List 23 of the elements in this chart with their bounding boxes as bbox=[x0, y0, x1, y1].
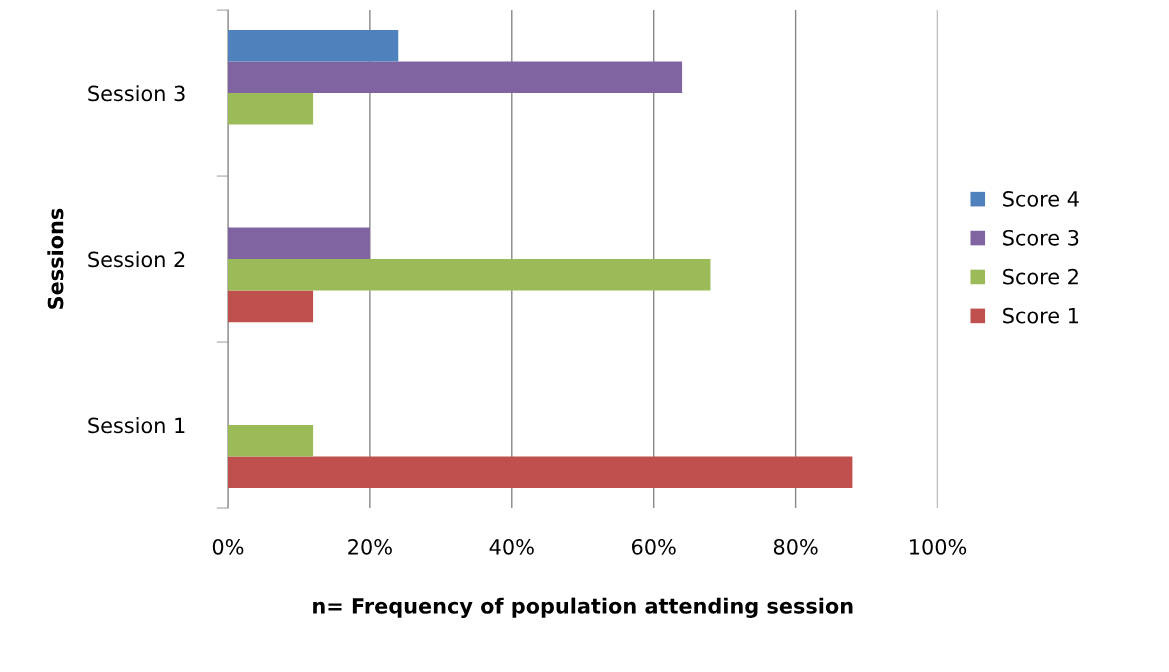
legend-label: Score 4 bbox=[1003, 190, 1079, 207]
x-tick-label: 80% bbox=[773, 538, 818, 555]
x-tick-label: 0% bbox=[212, 538, 244, 555]
y-axis-title: Sessions bbox=[47, 208, 64, 309]
bar bbox=[227, 259, 711, 291]
x-axis-title: n= Frequency of population attending session bbox=[313, 597, 853, 618]
bar bbox=[227, 290, 314, 323]
x-tick-label: 100% bbox=[910, 538, 967, 555]
bar bbox=[227, 93, 314, 125]
y-tick-label: Session 2 bbox=[88, 251, 185, 268]
legend-label: Score 1 bbox=[1003, 307, 1079, 324]
y-tick-label: Session 3 bbox=[88, 85, 185, 102]
bar bbox=[227, 425, 314, 457]
bar bbox=[227, 61, 683, 94]
bar bbox=[227, 30, 399, 62]
bar bbox=[227, 227, 370, 260]
y-tick-label: Session 1 bbox=[88, 417, 185, 434]
x-tick-label: 20% bbox=[348, 538, 392, 555]
x-tick-label: 40% bbox=[489, 538, 534, 555]
x-tick-label: 60% bbox=[632, 538, 676, 555]
legend-label: Score 2 bbox=[1003, 268, 1078, 285]
bar bbox=[227, 456, 853, 489]
legend-label: Score 3 bbox=[1003, 229, 1079, 246]
